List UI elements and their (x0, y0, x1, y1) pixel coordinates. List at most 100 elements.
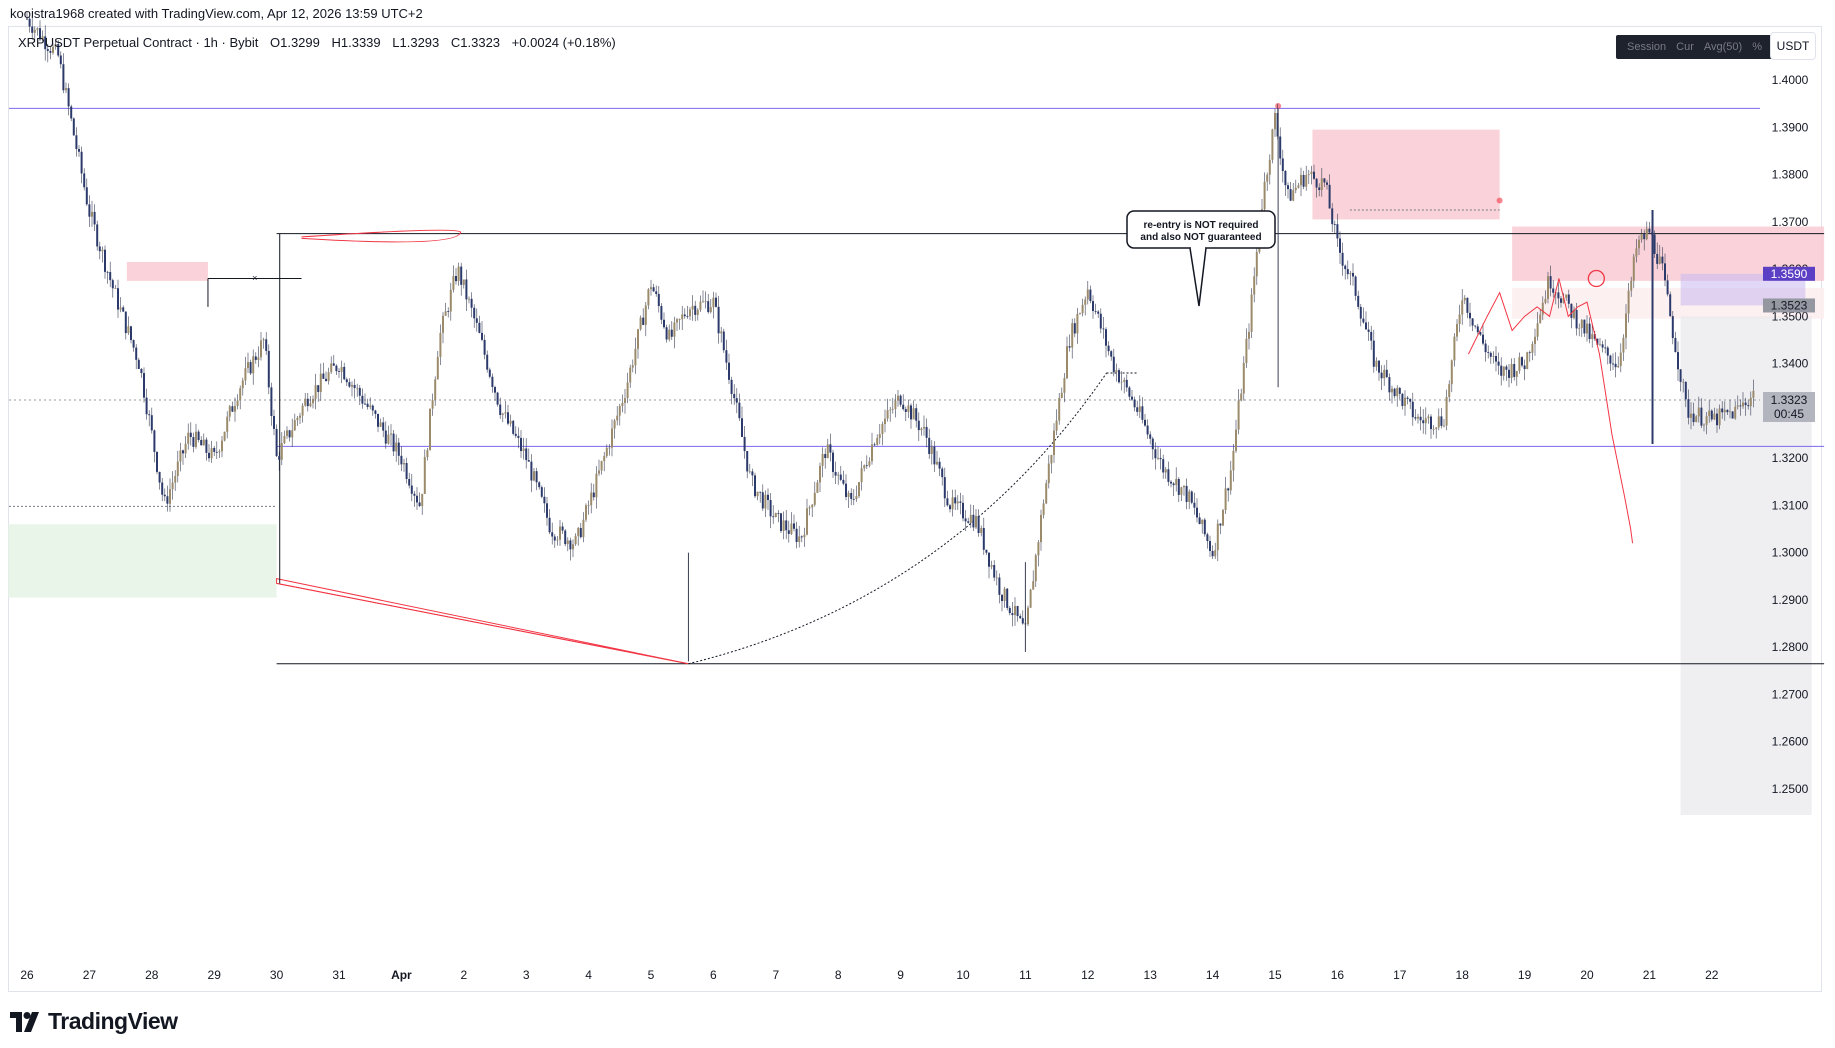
candle-body (1300, 174, 1302, 186)
top-ellipse-drawing[interactable] (301, 229, 462, 243)
candle-body (650, 287, 652, 290)
candle-body (1060, 392, 1063, 398)
candle-body (332, 363, 335, 366)
rounding-bottom-curve[interactable] (688, 372, 1107, 665)
candle-body (1294, 187, 1297, 191)
candle-body (195, 431, 197, 447)
candle-body (1357, 295, 1360, 307)
candle-layer (26, 11, 1755, 662)
candle-body (1684, 381, 1687, 400)
candle-body (75, 135, 78, 150)
candle-body (260, 340, 262, 358)
entry-circle[interactable] (1587, 269, 1606, 288)
candle-body (431, 400, 434, 409)
tradingview-logo[interactable]: TradingView (10, 1008, 178, 1035)
candle-body (65, 88, 67, 91)
candle-body (1034, 555, 1037, 582)
candle-body (696, 309, 699, 315)
symbol-legend[interactable]: XRPUSDT Perpetual Contract · 1h · Bybit … (18, 35, 624, 50)
candle-body (1344, 265, 1347, 270)
candle-body (163, 494, 166, 497)
price-tag-upper: 1.3590 (1771, 267, 1808, 281)
candle-body (624, 398, 626, 403)
candle-body (408, 478, 411, 486)
candle-body (793, 523, 795, 529)
candle-body (1411, 401, 1414, 418)
candle-body (83, 173, 86, 188)
percent-toggle[interactable]: % (1752, 41, 1762, 53)
candle-body (1232, 450, 1235, 471)
projection-path[interactable] (1467, 278, 1634, 544)
falling-wedge-drawing[interactable] (276, 578, 689, 665)
candle-body (1271, 129, 1274, 160)
price-tag-mid-bg (1763, 298, 1815, 313)
candle-body (387, 434, 390, 444)
currency-button[interactable]: USDT (1770, 32, 1816, 60)
candle-body (1601, 344, 1604, 348)
candle-body (1229, 470, 1232, 491)
symbol-name[interactable]: XRPUSDT Perpetual Contract · 1h · Bybit (18, 35, 259, 50)
candle-body (868, 461, 871, 466)
tradingview-brand: TradingView (48, 1008, 178, 1034)
zone-supply[interactable] (126, 261, 208, 281)
candle-body (1219, 523, 1222, 526)
candle-body (452, 275, 455, 290)
candle-body (741, 418, 743, 437)
candle-body (1713, 413, 1716, 420)
candle-body (1198, 517, 1201, 525)
x-tick-label: 13 (1144, 968, 1158, 982)
ohlc-high: H1.3339 (331, 35, 381, 50)
candle-body (699, 301, 702, 310)
volume-profile-toolbar[interactable]: Session Cur Avg(50) % (1616, 35, 1773, 59)
candle-body (390, 433, 392, 435)
x-tick-label: 16 (1331, 968, 1345, 982)
candle-body (1575, 309, 1578, 329)
wedge-lower-line[interactable] (276, 582, 689, 665)
candle-body (1723, 409, 1726, 413)
candle-body (756, 491, 759, 497)
candle-body (1307, 174, 1310, 175)
candle-body (78, 149, 80, 152)
chart-frame[interactable] (8, 26, 1822, 992)
candle-body (800, 536, 803, 538)
candle-body (1448, 384, 1451, 397)
ohlc-low: L1.3293 (392, 35, 440, 50)
candle-body (481, 332, 483, 340)
candle-body (530, 461, 533, 481)
candle-body (611, 428, 613, 448)
candle-body (33, 29, 36, 33)
zone-demand[interactable] (8, 524, 277, 598)
candle-body (1040, 514, 1042, 543)
candle-body (306, 398, 309, 407)
candle-body (1201, 519, 1204, 525)
candle-body (1393, 388, 1396, 397)
candle-body (1180, 487, 1183, 495)
candle-body (941, 468, 944, 478)
zone-supply[interactable] (1312, 129, 1500, 220)
candle-body (1092, 301, 1094, 312)
session-toggle[interactable]: Session (1627, 41, 1667, 53)
avg-toggle[interactable]: Avg(50) (1703, 41, 1743, 53)
candle-body (1162, 459, 1165, 473)
annotation-line-1: re-entry is NOT required (1143, 220, 1258, 231)
cur-toggle[interactable]: Cur (1676, 41, 1694, 53)
candle-body (1544, 298, 1547, 303)
candle-body (1469, 312, 1471, 319)
candle-body (1289, 189, 1292, 201)
candle-body (1248, 331, 1250, 339)
candle-body (293, 420, 296, 431)
candle-body (886, 410, 889, 419)
candle-body (626, 382, 629, 399)
candle-body (865, 465, 868, 467)
candle-body (564, 530, 567, 545)
candle-body (36, 28, 39, 30)
candle-body (1710, 410, 1713, 420)
candle-body (314, 385, 317, 399)
candle-body (629, 367, 632, 383)
candle-body (1635, 248, 1638, 257)
candle-body (1242, 362, 1245, 394)
candle-body (335, 365, 338, 372)
current-price-tag-bg (1763, 391, 1815, 422)
candle-body (465, 279, 468, 300)
